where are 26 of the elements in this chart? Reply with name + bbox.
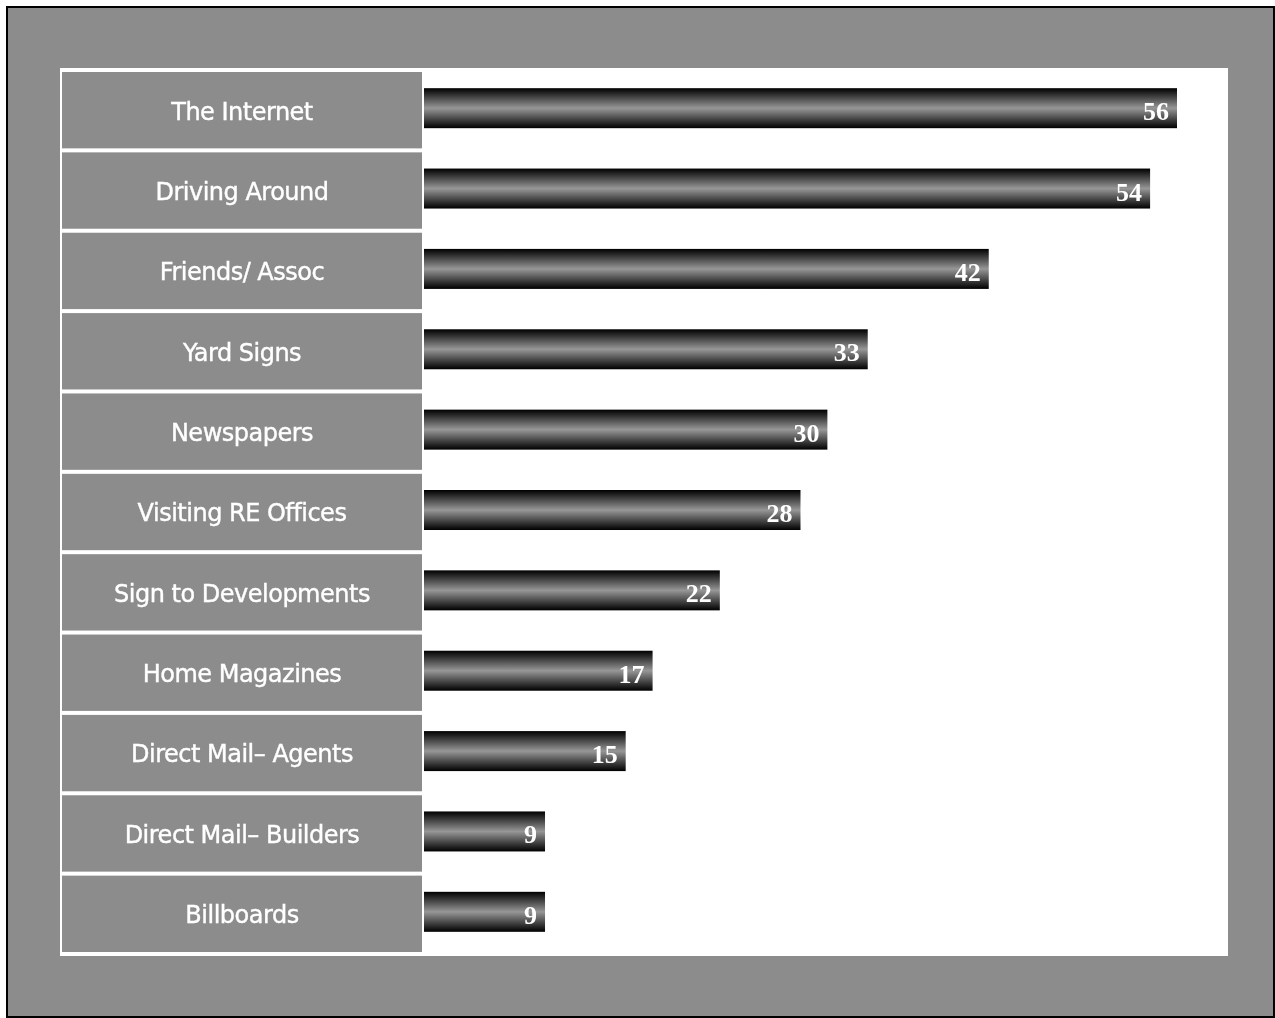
data-label: 9 [524, 900, 538, 930]
y-tick-label: Visiting RE Offices [137, 499, 347, 528]
y-tick-label: Direct Mail– Agents [131, 740, 353, 769]
bar [424, 650, 653, 691]
bar [424, 811, 546, 852]
data-label: 28 [766, 499, 793, 528]
y-tick-label: Billboards [185, 901, 299, 930]
bar [424, 731, 626, 772]
data-label: 56 [1143, 97, 1169, 127]
y-tick-label: Friends/ Assoc [159, 258, 325, 287]
y-tick-label: Direct Mail– Builders [124, 820, 360, 849]
data-label: 17 [618, 659, 645, 689]
data-label: 54 [1116, 177, 1143, 207]
y-tick-label: Driving Around [155, 177, 329, 206]
data-label: 15 [591, 740, 618, 770]
y-tick-label: The Internet [170, 97, 313, 126]
bar [424, 891, 546, 932]
data-label: 33 [833, 338, 860, 368]
data-label: 9 [524, 820, 538, 850]
y-tick-label: Newspapers [170, 419, 314, 448]
data-label: 22 [685, 579, 712, 609]
data-label: 30 [793, 418, 820, 448]
data-label: 42 [954, 257, 981, 287]
y-tick-label: Yard Signs [181, 338, 302, 367]
y-tick-label: Sign to Developments [114, 579, 370, 608]
y-tick-label: Home Magazines [142, 660, 342, 689]
